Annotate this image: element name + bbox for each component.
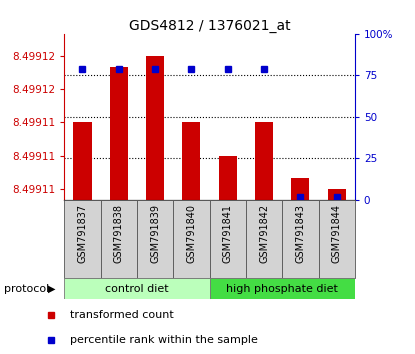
Bar (146, 56, 164, 200)
Text: transformed count: transformed count (70, 310, 173, 320)
Text: high phosphate diet: high phosphate diet (226, 284, 338, 293)
Text: GSM791838: GSM791838 (114, 204, 124, 263)
Text: GSM791842: GSM791842 (259, 204, 269, 263)
Text: control diet: control diet (105, 284, 169, 293)
Bar (182, 122, 200, 200)
Text: GSM791843: GSM791843 (295, 204, 305, 263)
Title: GDS4812 / 1376021_at: GDS4812 / 1376021_at (129, 19, 290, 33)
Bar (64, 278, 210, 299)
Bar (219, 156, 237, 200)
Text: ▶: ▶ (48, 284, 55, 293)
Bar (327, 189, 346, 200)
Bar (210, 278, 355, 299)
Bar (73, 122, 92, 200)
Text: GSM791841: GSM791841 (223, 204, 233, 263)
Text: GSM791839: GSM791839 (150, 204, 160, 263)
Text: protocol: protocol (4, 284, 49, 293)
Bar (110, 67, 128, 200)
Bar (137, 200, 173, 278)
Bar (64, 200, 101, 278)
Bar (210, 200, 246, 278)
Bar (173, 200, 210, 278)
Text: GSM791844: GSM791844 (332, 204, 342, 263)
Bar (319, 200, 355, 278)
Bar (100, 200, 137, 278)
Text: GSM791840: GSM791840 (186, 204, 196, 263)
Text: percentile rank within the sample: percentile rank within the sample (70, 335, 258, 344)
Bar (291, 178, 310, 200)
Bar (246, 200, 282, 278)
Bar (255, 122, 273, 200)
Text: GSM791837: GSM791837 (78, 204, 88, 263)
Bar (282, 200, 319, 278)
